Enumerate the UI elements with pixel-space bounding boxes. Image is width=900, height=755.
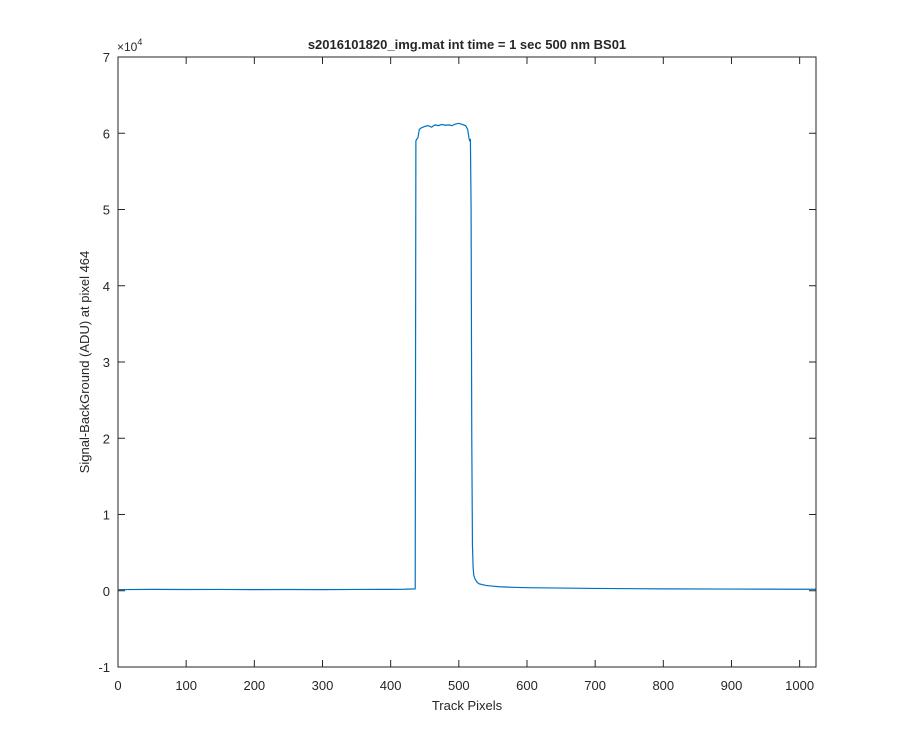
y-tick-label: -1 xyxy=(98,660,110,675)
y-tick-label: 0 xyxy=(103,584,110,599)
y-tick-label: 6 xyxy=(103,126,110,141)
y-tick-label: 4 xyxy=(103,279,110,294)
x-tick-label: 900 xyxy=(721,678,743,693)
x-axis: 0 100 200 300 400 500 600 700 800 900 1000 xyxy=(114,57,814,693)
y-tick-label: 5 xyxy=(103,203,110,218)
y-tick-label: 2 xyxy=(103,431,110,446)
y-tick-label: 1 xyxy=(103,508,110,523)
y-axis: -1 0 1 2 3 4 5 6 7 xyxy=(98,50,816,675)
x-tick-label: 600 xyxy=(516,678,538,693)
x-tick-label: 1000 xyxy=(785,678,814,693)
chart-title: s2016101820_img.mat int time = 1 sec 500… xyxy=(308,37,626,52)
x-tick-label: 0 xyxy=(114,678,121,693)
x-tick-label: 400 xyxy=(380,678,402,693)
x-tick-label: 800 xyxy=(652,678,674,693)
y-tick-label: 3 xyxy=(103,355,110,370)
x-tick-label: 300 xyxy=(312,678,334,693)
axes-background xyxy=(118,57,816,667)
series-line-0 xyxy=(118,122,816,591)
y-exponent-power: 4 xyxy=(137,37,142,47)
x-axis-label: Track Pixels xyxy=(432,698,503,713)
y-exponent-label: ×104 xyxy=(117,37,142,54)
x-tick-label: 500 xyxy=(448,678,470,693)
x-tick-label: 200 xyxy=(243,678,265,693)
x-tick-label: 700 xyxy=(584,678,606,693)
y-exponent-base: ×10 xyxy=(117,40,138,54)
x-tick-label: 100 xyxy=(175,678,197,693)
y-tick-label: 7 xyxy=(103,50,110,65)
y-axis-label: Signal-BackGround (ADU) at pixel 464 xyxy=(77,251,92,474)
plot-area xyxy=(118,122,816,591)
